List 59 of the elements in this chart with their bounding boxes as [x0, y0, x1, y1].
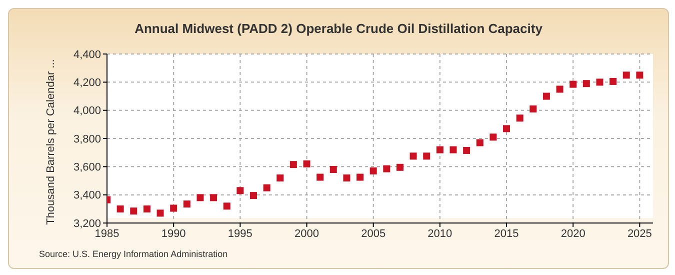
point: [396, 164, 404, 171]
x-tick-label: 1990: [161, 228, 186, 240]
x-tick-label: 2005: [361, 228, 386, 240]
point: [223, 202, 230, 210]
point: [356, 174, 364, 181]
point: [503, 125, 510, 132]
point: [450, 146, 457, 154]
point: [610, 78, 617, 85]
point: [582, 80, 590, 88]
x-tick-label: 2025: [627, 228, 652, 240]
point: [303, 160, 310, 168]
point: [183, 200, 190, 208]
point: [276, 174, 284, 182]
point: [156, 210, 164, 217]
point: [570, 80, 577, 88]
point: [636, 72, 644, 79]
point: [383, 165, 390, 172]
x-tick-label: 1995: [228, 228, 252, 240]
x-tick-label: 2000: [294, 228, 319, 240]
y-tick-label: 3,200: [73, 218, 101, 230]
y-axis-title: Thousand Barrels per Calendar ...: [45, 59, 57, 225]
y-tick-label: 3,400: [73, 190, 101, 202]
y-tick-label: 4,400: [73, 48, 101, 61]
point: [250, 192, 257, 200]
y-tick-label: 4,200: [73, 77, 101, 90]
point: [316, 174, 324, 181]
point: [476, 139, 484, 146]
point: [210, 194, 218, 202]
x-tick-label: 2010: [428, 228, 452, 240]
y-tick-label: 3,600: [73, 162, 101, 174]
point: [290, 161, 297, 168]
point: [370, 167, 377, 174]
point: [463, 146, 470, 154]
x-tick-label: 1985: [94, 228, 120, 240]
chart-title: Annual Midwest (PADD 2) Operable Crude Oil Distillation Capacity: [134, 21, 544, 36]
point: [143, 205, 150, 212]
x-tick-label: 2015: [494, 228, 519, 240]
point: [343, 174, 350, 182]
point: [263, 184, 270, 192]
point: [130, 208, 138, 215]
point: [423, 152, 430, 160]
point: [490, 134, 497, 141]
x-tick-label: 2020: [560, 228, 586, 240]
point: [530, 105, 537, 112]
point: [556, 86, 564, 93]
point: [116, 205, 124, 212]
point: [622, 72, 630, 79]
point: [596, 78, 604, 86]
point: [170, 204, 178, 212]
point: [330, 166, 337, 173]
point: [196, 194, 204, 202]
y-tick-label: 3,800: [73, 133, 101, 146]
point: [516, 114, 524, 122]
point: [410, 152, 417, 160]
y-tick-label: 4,000: [73, 105, 101, 118]
point: [236, 187, 244, 194]
point: [542, 92, 550, 100]
source-note: Source: U.S. Energy Information Administration: [39, 249, 228, 259]
point: [436, 146, 444, 154]
